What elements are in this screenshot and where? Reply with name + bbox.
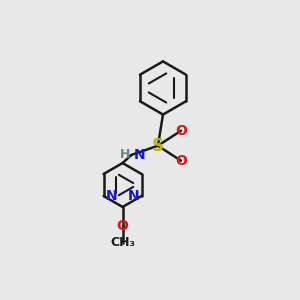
Text: O: O	[117, 219, 128, 233]
Text: N: N	[134, 148, 145, 162]
Text: O: O	[175, 124, 187, 138]
Text: H: H	[120, 148, 130, 161]
Text: N: N	[128, 189, 139, 203]
Text: O: O	[175, 154, 187, 168]
Text: S: S	[152, 137, 164, 155]
Text: CH₃: CH₃	[110, 236, 135, 249]
Text: N: N	[106, 189, 118, 203]
